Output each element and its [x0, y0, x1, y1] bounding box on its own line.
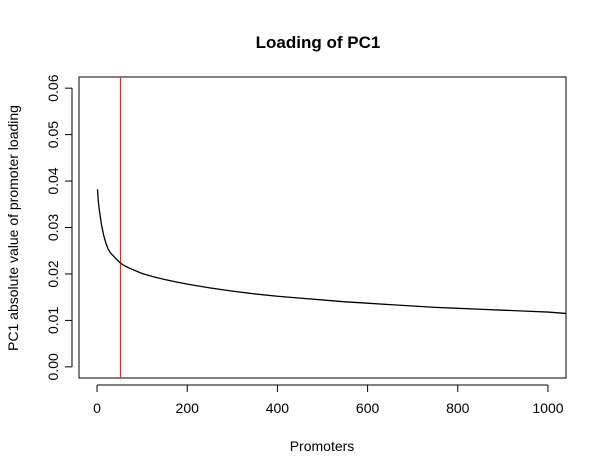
y-axis-label: PC1 absolute value of promoter loading — [5, 105, 21, 351]
chart-title: Loading of PC1 — [256, 33, 381, 52]
x-tick-label: 400 — [266, 400, 290, 416]
x-axis-label: Promoters — [290, 438, 355, 454]
y-tick-label: 0.01 — [45, 307, 61, 334]
x-tick-label: 600 — [356, 400, 380, 416]
y-tick-label: 0.03 — [45, 214, 61, 241]
y-tick-label: 0.00 — [45, 353, 61, 380]
y-tick-label: 0.02 — [45, 260, 61, 287]
y-tick-label: 0.04 — [45, 167, 61, 194]
y-tick-label: 0.05 — [45, 121, 61, 148]
y-axis: 0.00 0.01 0.02 0.03 0.04 0.05 0.06 — [45, 74, 73, 380]
y-tick-label: 0.06 — [45, 74, 61, 101]
x-tick-label: 800 — [446, 400, 470, 416]
x-tick-label: 1000 — [532, 400, 563, 416]
x-tick-label: 200 — [176, 400, 200, 416]
data-line — [96, 189, 567, 315]
x-axis: 0 200 400 600 800 1000 — [93, 384, 564, 416]
plot-area — [78, 76, 567, 379]
x-tick-label: 0 — [93, 400, 101, 416]
